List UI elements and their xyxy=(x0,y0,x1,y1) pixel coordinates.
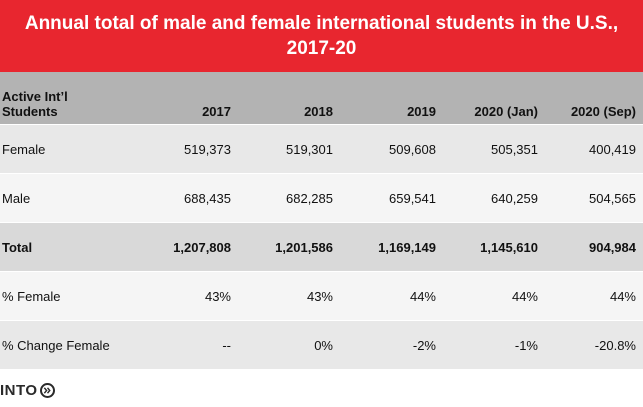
table-cell: -- xyxy=(128,321,238,370)
table-cell: 43% xyxy=(238,272,340,321)
chart-title: Annual total of male and female internat… xyxy=(24,13,619,59)
row-label: Total xyxy=(0,223,128,272)
table-cell: 509,608 xyxy=(340,125,443,174)
table-row-percent-female: % Female 43% 43% 44% 44% 44% xyxy=(0,272,643,321)
table-cell: 640,259 xyxy=(443,174,545,223)
chevron-right-icon xyxy=(39,382,55,398)
row-label: Female xyxy=(0,125,128,174)
table-cell: 904,984 xyxy=(545,223,643,272)
table-cell: 44% xyxy=(545,272,643,321)
table-cell: 1,169,149 xyxy=(340,223,443,272)
table-cell: 1,201,586 xyxy=(238,223,340,272)
table-cell: 44% xyxy=(340,272,443,321)
table-cell: 1,207,808 xyxy=(128,223,238,272)
table-cell: -20.8% xyxy=(545,321,643,370)
table-cell: 659,541 xyxy=(340,174,443,223)
table-cell: -1% xyxy=(443,321,545,370)
table-cell: 1,145,610 xyxy=(443,223,545,272)
table-row-female: Female 519,373 519,301 509,608 505,351 4… xyxy=(0,125,643,174)
table-cell: 43% xyxy=(128,272,238,321)
row-label: % Female xyxy=(0,272,128,321)
table-cell: 44% xyxy=(443,272,545,321)
column-header: 2020 (Sep) xyxy=(545,72,643,125)
title-banner: Annual total of male and female internat… xyxy=(0,0,643,72)
row-label: % Change Female xyxy=(0,321,128,370)
into-logo: INTO xyxy=(0,380,55,400)
table-cell: -2% xyxy=(340,321,443,370)
students-table: Active Int’l Students 2017 2018 2019 202… xyxy=(0,72,643,370)
column-header: 2019 xyxy=(340,72,443,125)
table-cell: 519,373 xyxy=(128,125,238,174)
header-row: Active Int’l Students 2017 2018 2019 202… xyxy=(0,72,643,125)
table-cell: 400,419 xyxy=(545,125,643,174)
table-cell: 519,301 xyxy=(238,125,340,174)
table-cell: 688,435 xyxy=(128,174,238,223)
table-cell: 0% xyxy=(238,321,340,370)
logo-text: INTO xyxy=(0,381,38,399)
column-header: 2018 xyxy=(238,72,340,125)
table-row-male: Male 688,435 682,285 659,541 640,259 504… xyxy=(0,174,643,223)
table-cell: 504,565 xyxy=(545,174,643,223)
table-row-total: Total 1,207,808 1,201,586 1,169,149 1,14… xyxy=(0,223,643,272)
row-label: Male xyxy=(0,174,128,223)
column-header: 2017 xyxy=(128,72,238,125)
table-row-percent-change-female: % Change Female -- 0% -2% -1% -20.8% xyxy=(0,321,643,370)
corner-header: Active Int’l Students xyxy=(0,72,128,125)
column-header: 2020 (Jan) xyxy=(443,72,545,125)
table-cell: 505,351 xyxy=(443,125,545,174)
table-cell: 682,285 xyxy=(238,174,340,223)
